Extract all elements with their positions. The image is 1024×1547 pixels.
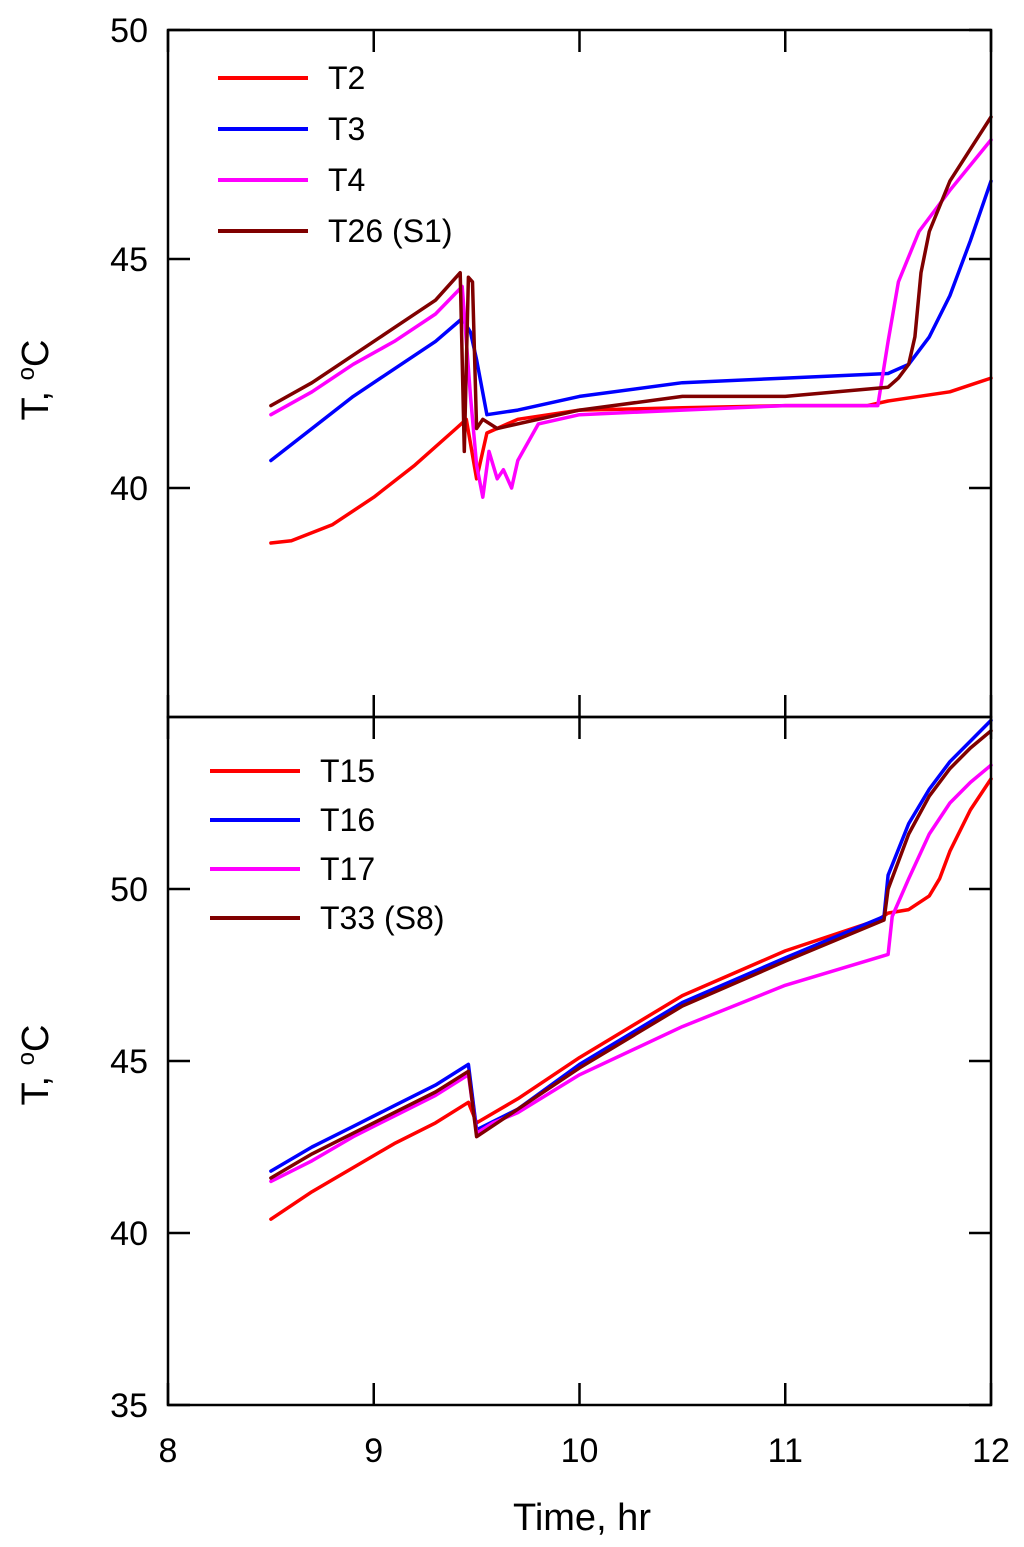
top-legend-label-2: T3 — [328, 111, 365, 147]
bottom-legend-label-2: T16 — [320, 802, 375, 838]
bottom-xtick-label: 9 — [364, 1432, 383, 1470]
bottom-legend-label-3: T17 — [320, 851, 375, 887]
bottom-xtick-label: 8 — [159, 1432, 178, 1470]
bottom-ylabel-degree: o — [13, 1052, 40, 1065]
x-axis-title: Time, hr — [513, 1497, 651, 1539]
bottom-legend: T15 T16 T17 T33 (S8) — [210, 753, 444, 936]
bottom-legend-label-4: T33 (S8) — [320, 900, 444, 936]
bottom-series-line-2 — [269, 718, 993, 1173]
bottom-panel: 35 40 45 50 8 9 10 11 12 T15 T16 T17 T33 (S8) T, oC… — [13, 715, 1010, 1539]
bottom-series-line-3 — [269, 763, 993, 1184]
bottom-xtick-label: 11 — [768, 1432, 803, 1470]
bottom-ytick-label: 35 — [110, 1387, 148, 1425]
top-ytick-label: 45 — [110, 241, 148, 279]
bottom-xtick-label: 12 — [972, 1432, 1010, 1470]
top-legend-label-4: T26 (S1) — [328, 213, 452, 249]
bottom-xtick-label: 10 — [561, 1432, 599, 1470]
bottom-series-line-1 — [269, 777, 993, 1221]
bottom-ylabel-unit: C — [15, 1025, 57, 1052]
bottom-series-group — [269, 718, 993, 1221]
bottom-ytick-label: 45 — [110, 1043, 148, 1081]
top-ticks-group: 40 45 50 — [110, 12, 993, 717]
top-ylabel-unit: C — [15, 340, 57, 367]
top-panel: 40 45 50 T2 T3 T4 T26 (S1) T, oC — [13, 12, 993, 719]
top-series-line-3 — [269, 138, 993, 499]
top-ylabel-degree: o — [13, 367, 40, 380]
bottom-legend-label-1: T15 — [320, 753, 375, 789]
top-ylabel-main: T, — [15, 380, 57, 420]
top-legend-label-1: T2 — [328, 60, 365, 96]
bottom-series-line-4 — [269, 729, 993, 1180]
top-series-line-2 — [269, 179, 993, 463]
top-ytick-label: 40 — [110, 470, 148, 508]
bottom-ytick-label: 50 — [110, 871, 148, 909]
top-series-line-4 — [269, 115, 993, 454]
bottom-ytick-label: 40 — [110, 1215, 148, 1253]
bottom-ticks-group: 35 40 45 50 8 9 10 11 12 — [110, 717, 1010, 1470]
bottom-y-axis-title: T, oC — [13, 1025, 57, 1106]
top-legend: T2 T3 T4 T26 (S1) — [218, 60, 452, 249]
top-y-axis-title: T, oC — [13, 340, 57, 421]
top-series-group — [269, 115, 993, 545]
top-ytick-label: 50 — [110, 12, 148, 50]
bottom-ylabel-main: T, — [15, 1065, 57, 1105]
top-legend-label-3: T4 — [328, 162, 365, 198]
